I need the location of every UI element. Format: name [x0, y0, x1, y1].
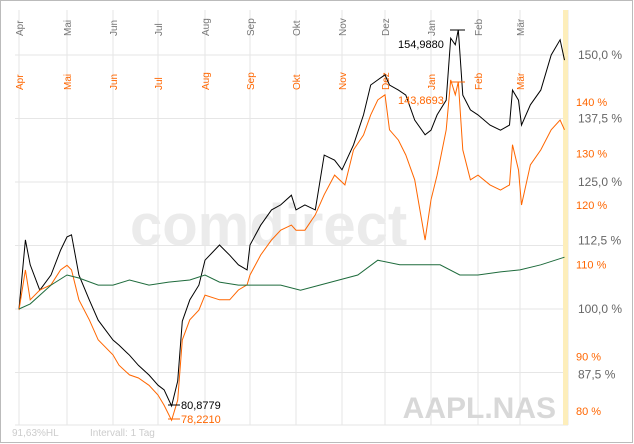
left-axis-tick: 137,5 % — [578, 112, 622, 126]
month-label: Dez — [381, 18, 392, 36]
interval-label: Intervall: 1 Tag — [90, 428, 155, 439]
month-label-secondary: Jan — [427, 74, 438, 90]
month-label-secondary: Aug — [201, 72, 212, 90]
range-label: 91,63%HL — [12, 428, 59, 439]
month-label: Okt — [292, 20, 303, 36]
series-line-0 — [18, 29, 565, 408]
right-axis-tick: 90 % — [576, 352, 601, 364]
month-label-secondary: Mär — [516, 72, 527, 90]
max-label-orange: 143,8693 — [398, 95, 444, 107]
right-axis-tick: 110 % — [576, 260, 607, 272]
annotations: 154,9880 143,8693 80,8779 78,2210 — [168, 29, 465, 426]
series-group — [18, 29, 565, 422]
right-axis-tick: 80 % — [576, 406, 601, 418]
month-label-secondary: Nov — [338, 72, 349, 90]
month-label-secondary: Mai — [63, 74, 74, 90]
symbol-watermark: AAPL.NAS — [403, 392, 556, 425]
month-label-secondary: Sep — [246, 72, 257, 90]
month-label: Sep — [246, 18, 257, 36]
right-axis-tick: 120 % — [576, 200, 607, 212]
month-label: Aug — [201, 18, 212, 36]
series-line-1 — [18, 79, 565, 422]
month-label: Mär — [516, 18, 527, 36]
month-label-secondary: Jul — [154, 77, 165, 90]
month-label: Jan — [427, 20, 438, 36]
series-line-2 — [18, 256, 565, 310]
month-label-secondary: Okt — [292, 74, 303, 90]
month-label-secondary: Feb — [474, 72, 485, 90]
left-axis-tick: 87,5 % — [578, 368, 616, 382]
month-label-secondary: Jun — [109, 74, 120, 90]
month-label-secondary: Apr — [15, 74, 26, 90]
month-label: Jul — [154, 23, 165, 36]
month-labels: Apr Apr Mai Mai Jun Jun Jul Jul Aug Aug Sep Sep Okt O… — [15, 18, 527, 90]
watermark-logo: comdirect — [130, 193, 407, 258]
month-label: Jun — [109, 20, 120, 36]
right-axis-tick: 140 % — [576, 97, 607, 109]
min-label-orange: 78,2210 — [181, 414, 221, 426]
right-axis-tick: 130 % — [576, 149, 607, 161]
month-label: Nov — [338, 18, 349, 36]
min-label-black: 80,8779 — [181, 400, 221, 412]
month-label: Feb — [474, 18, 485, 36]
left-axis-tick: 112,5 % — [578, 234, 621, 248]
month-label-secondary: Dez — [381, 72, 392, 90]
axis-labels: 150,0 % 137,5 % 125,0 % 112,5 % 100,0 % 87,5 … — [576, 48, 622, 418]
month-label: Apr — [15, 20, 26, 36]
left-axis-tick: 125,0 % — [578, 175, 622, 189]
left-axis-tick: 100,0 % — [578, 302, 622, 316]
month-label: Mai — [63, 20, 74, 36]
current-day-highlight — [563, 10, 568, 425]
left-axis-tick: 150,0 % — [578, 48, 622, 62]
max-label-black: 154,9880 — [398, 39, 444, 51]
